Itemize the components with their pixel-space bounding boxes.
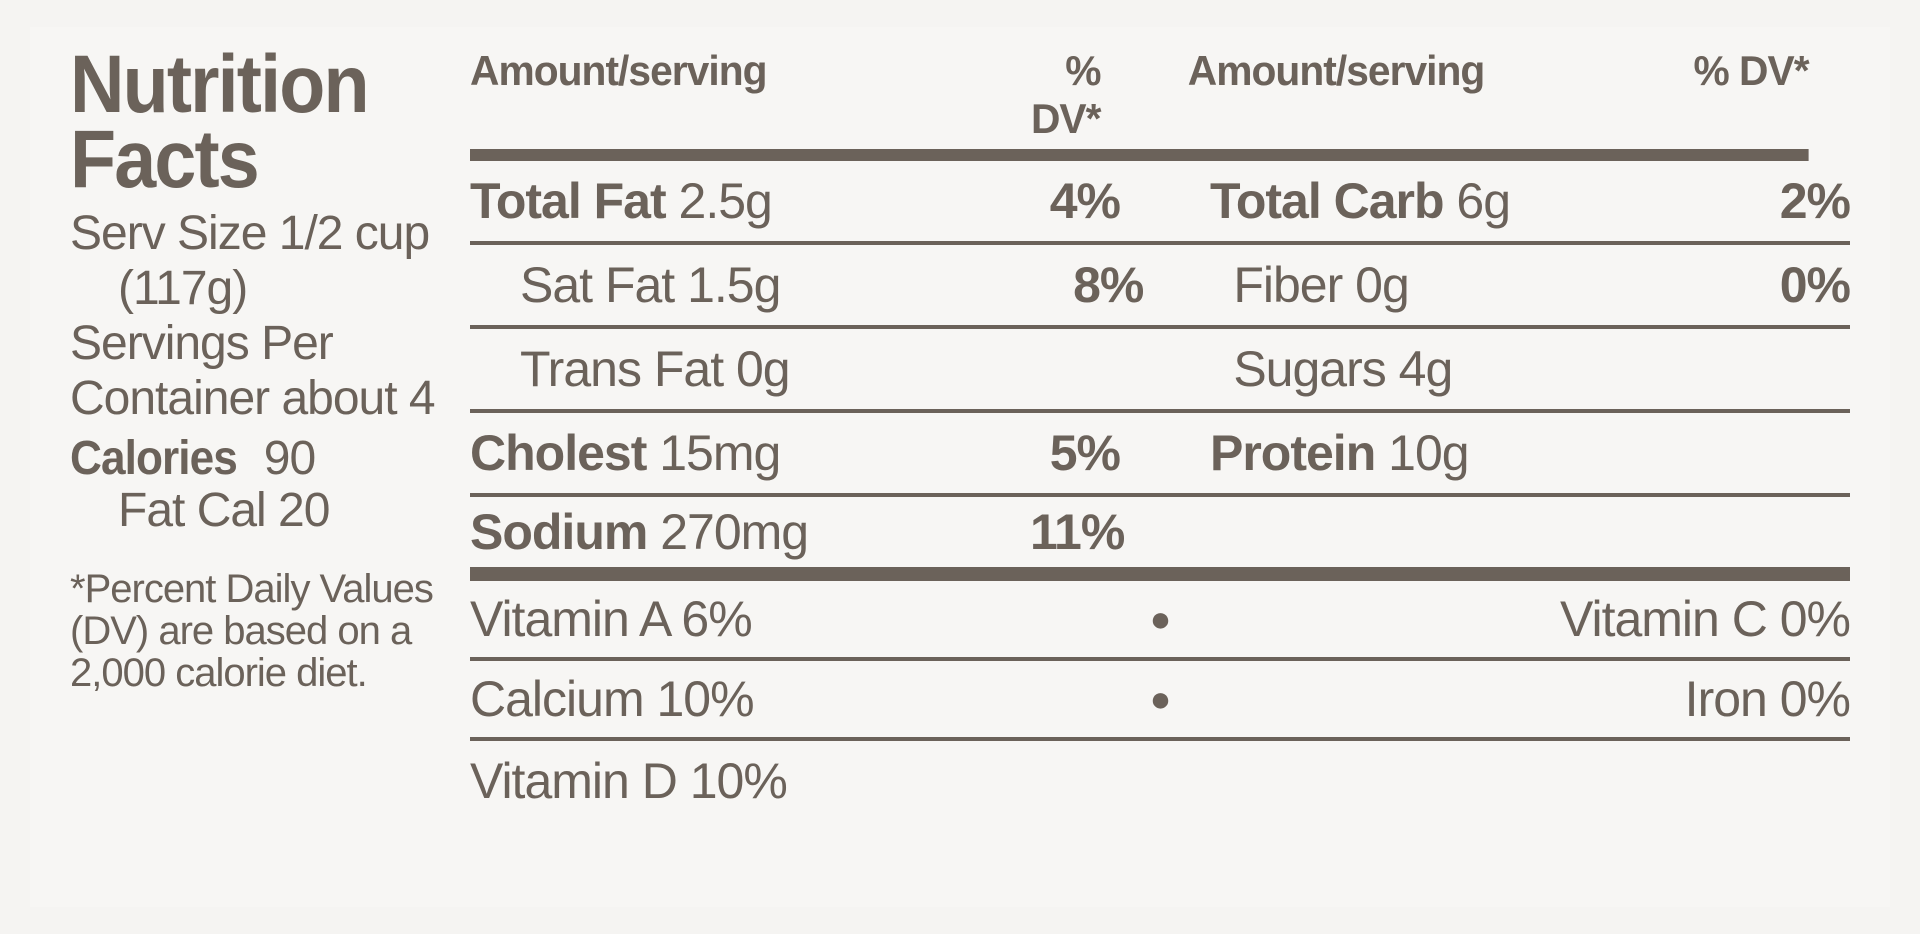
vitamin-left: Calcium 10% — [470, 670, 1130, 728]
calories-label: Calories — [70, 433, 237, 486]
nutrient-left-value: 15mg — [646, 425, 780, 481]
vitamin-rows: Vitamin A 6%●Vitamin C 0%Calcium 10%●Iro… — [470, 581, 1850, 821]
nutrient-right-label: Total Carb — [1210, 173, 1444, 229]
nutrient-right-label: Fiber — [1233, 257, 1342, 313]
nutrient-right: Sugars 4g — [1203, 340, 1700, 398]
nutrient-left: Cholest 15mg — [470, 424, 1030, 482]
servings-per-line1: Servings Per — [70, 316, 450, 371]
nutrient-left: Trans Fat 0g — [470, 340, 1053, 398]
vitamin-right: Vitamin C 0% — [1190, 590, 1850, 648]
serving-size: Serv Size 1/2 cup — [70, 206, 450, 261]
bullet-icon: ● — [1130, 678, 1190, 720]
nutrient-right-label: Sugars — [1233, 341, 1385, 397]
nutrient-right: Total Carb 6g — [1180, 172, 1700, 230]
vitamin-row: Vitamin A 6%●Vitamin C 0% — [470, 581, 1850, 661]
vitamin-right: Iron 0% — [1190, 670, 1850, 728]
hdr-amount-1: Amount/serving — [470, 47, 1013, 143]
nutrient-right-value: 4g — [1386, 341, 1453, 397]
fat-calories: Fat Cal 20 — [70, 485, 450, 538]
vitamin-row: Vitamin D 10% — [470, 741, 1850, 821]
hdr-amount-2: Amount/serving — [1159, 47, 1663, 143]
nutrient-right: Fiber 0g — [1203, 256, 1700, 314]
nutrient-right-dv: 0% — [1700, 256, 1850, 314]
title-text: Nutrition Facts — [70, 39, 368, 205]
nutrient-rows: Total Fat 2.5g4%Total Carb 6g2%Sat Fat 1… — [470, 161, 1850, 581]
header-row: Amount/serving % DV* Amount/serving % DV… — [470, 47, 1809, 161]
vitamin-row: Calcium 10%●Iron 0% — [470, 661, 1850, 741]
nutrient-left-dv: 8% — [1053, 256, 1203, 314]
nutrient-left-value: 0g — [723, 341, 790, 397]
left-column: Nutrition Facts Serv Size 1/2 cup (117g)… — [70, 47, 470, 897]
nutrient-row: Sat Fat 1.5g8%Fiber 0g0% — [470, 245, 1850, 329]
nutrient-right-value: 10g — [1375, 425, 1468, 481]
nutrient-left-dv: 11% — [1030, 503, 1180, 561]
nutrient-right-label: Protein — [1210, 425, 1375, 481]
nutrient-row: Sodium 270mg11% — [470, 497, 1850, 581]
vitamin-left: Vitamin D 10% — [470, 752, 1130, 810]
nutrient-left-value: 1.5g — [674, 257, 780, 313]
nutrient-right-value: 6g — [1444, 173, 1511, 229]
nutrient-left-value: 2.5g — [666, 173, 772, 229]
right-column: Amount/serving % DV* Amount/serving % DV… — [470, 47, 1850, 897]
nutrient-row: Trans Fat 0g Sugars 4g — [470, 329, 1850, 413]
nutrient-right: Protein 10g — [1180, 424, 1700, 482]
serving-grams: (117g) — [70, 261, 450, 316]
vitamin-left: Vitamin A 6% — [470, 590, 1130, 648]
title: Nutrition Facts — [70, 47, 420, 198]
calories-value: 90 — [264, 432, 315, 485]
nutrient-left-label: Cholest — [470, 425, 646, 481]
nutrient-row: Cholest 15mg5%Protein 10g — [470, 413, 1850, 497]
nutrient-left-label: Sat Fat — [520, 257, 674, 313]
nutrient-left: Sat Fat 1.5g — [470, 256, 1053, 314]
nutrient-left-label: Sodium — [470, 504, 647, 560]
calories-block: Calories 90 Fat Cal 20 — [70, 433, 450, 539]
servings-per-line2: Container about 4 — [70, 371, 450, 426]
nutrition-facts-panel: Nutrition Facts Serv Size 1/2 cup (117g)… — [30, 27, 1890, 907]
bullet-icon: ● — [1130, 598, 1190, 640]
nutrient-right-dv: 2% — [1700, 172, 1850, 230]
nutrient-left-label: Total Fat — [470, 173, 666, 229]
nutrient-left: Total Fat 2.5g — [470, 172, 1030, 230]
hdr-dv-2: % DV* — [1663, 47, 1809, 143]
hdr-dv-1: % DV* — [1013, 47, 1158, 143]
nutrient-right-value: 0g — [1342, 257, 1409, 313]
nutrient-left-value: 270mg — [647, 504, 808, 560]
nutrient-row: Total Fat 2.5g4%Total Carb 6g2% — [470, 161, 1850, 245]
footnote: *Percent Daily Values (DV) are based on … — [70, 568, 450, 694]
serving-block: Serv Size 1/2 cup (117g) Servings Per Co… — [70, 206, 450, 427]
calories-line: Calories 90 — [70, 433, 450, 486]
nutrient-left-label: Trans Fat — [520, 341, 723, 397]
nutrient-left-dv: 4% — [1030, 172, 1180, 230]
nutrient-left-dv: 5% — [1030, 424, 1180, 482]
nutrient-left: Sodium 270mg — [470, 503, 1030, 561]
